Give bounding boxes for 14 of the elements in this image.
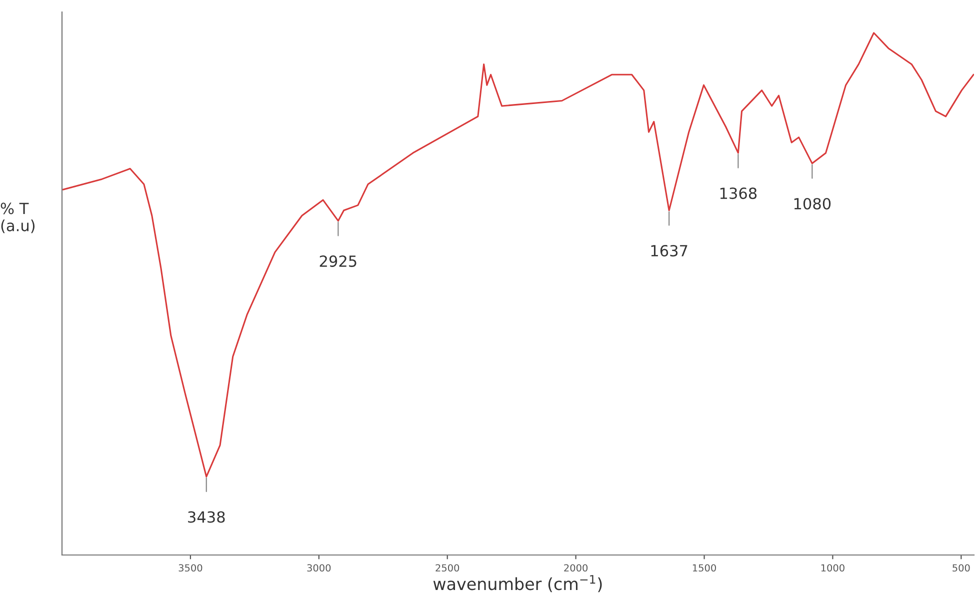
x-tick-label: 2500 xyxy=(436,564,460,572)
x-tick-label: 500 xyxy=(952,564,970,572)
annotation: 3438 xyxy=(188,511,225,523)
x-tick-label: 1000 xyxy=(821,564,844,572)
x-tick-label: 3000 xyxy=(307,564,331,572)
x-tick-label: 1500 xyxy=(692,564,716,572)
annotation: 1637 xyxy=(651,244,688,257)
annotation: 1080 xyxy=(794,198,831,210)
annotation: 1368 xyxy=(720,188,757,200)
annotation: 2925 xyxy=(320,255,356,267)
x-axis-title: wavenumber (cm$^{−1}$) xyxy=(433,575,602,592)
x-tick-label: 2000 xyxy=(564,564,588,572)
x-tick-label: 3500 xyxy=(178,564,202,572)
y-axis-title: % T (a.u) xyxy=(0,202,35,234)
